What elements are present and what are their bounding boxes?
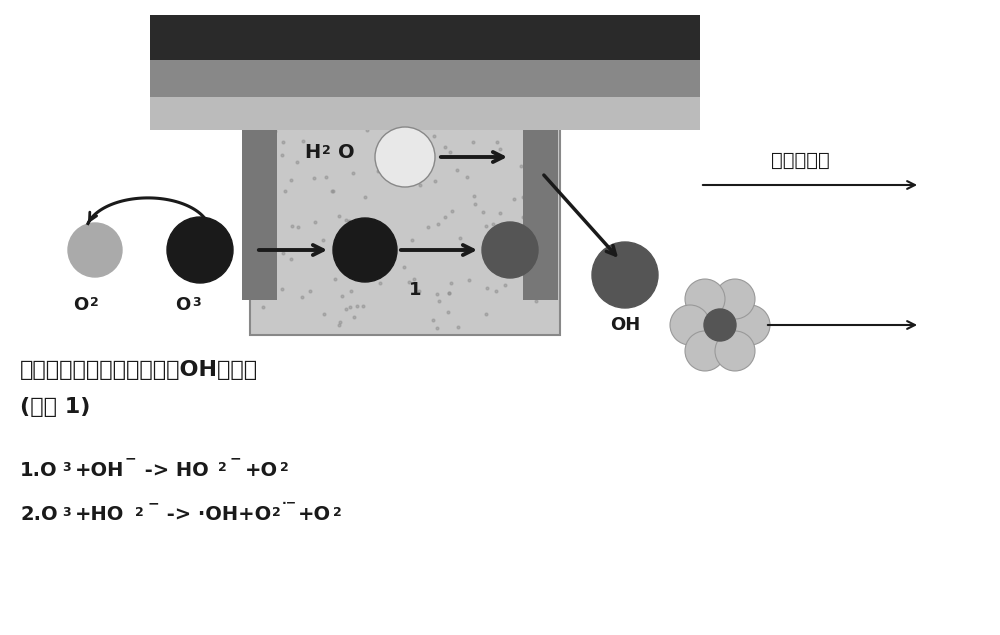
- Circle shape: [375, 127, 435, 187]
- Text: O: O: [175, 296, 190, 314]
- Text: 1: 1: [409, 281, 421, 299]
- Text: 2: 2: [322, 144, 331, 157]
- Circle shape: [167, 217, 233, 283]
- FancyBboxPatch shape: [150, 97, 700, 130]
- Circle shape: [68, 223, 122, 277]
- Circle shape: [592, 242, 658, 308]
- Text: 3: 3: [62, 506, 71, 519]
- Text: OH: OH: [610, 316, 640, 334]
- Text: 水中臭氧分解的过程中生成OH自由基: 水中臭氧分解的过程中生成OH自由基: [20, 360, 258, 380]
- Text: -> ·OH+O: -> ·OH+O: [160, 505, 271, 525]
- Text: -> HO: -> HO: [138, 460, 209, 479]
- Circle shape: [482, 222, 538, 278]
- Text: 1.O: 1.O: [20, 460, 58, 479]
- Text: 2: 2: [333, 506, 342, 519]
- Circle shape: [715, 331, 755, 371]
- Text: O: O: [73, 296, 88, 314]
- Circle shape: [730, 305, 770, 345]
- Text: 2: 2: [280, 461, 289, 474]
- Circle shape: [704, 309, 736, 341]
- Circle shape: [715, 279, 755, 319]
- FancyBboxPatch shape: [150, 15, 700, 60]
- Text: +OH: +OH: [75, 460, 124, 479]
- Text: +O: +O: [245, 460, 278, 479]
- Circle shape: [685, 279, 725, 319]
- Text: −: −: [148, 496, 160, 510]
- Text: 2: 2: [272, 506, 281, 519]
- Text: 2: 2: [90, 296, 99, 309]
- Text: −: −: [125, 451, 137, 465]
- FancyBboxPatch shape: [523, 125, 558, 300]
- Text: 2: 2: [135, 506, 144, 519]
- Text: 排出到大气: 排出到大气: [771, 150, 829, 170]
- Circle shape: [670, 305, 710, 345]
- FancyBboxPatch shape: [150, 60, 700, 97]
- Text: (反应 1): (反应 1): [20, 397, 90, 417]
- Text: +HO: +HO: [75, 505, 124, 525]
- Text: O: O: [338, 144, 355, 163]
- Text: −: −: [230, 451, 242, 465]
- Text: 3: 3: [62, 461, 71, 474]
- Text: H: H: [304, 144, 320, 163]
- Text: ·−: ·−: [282, 497, 297, 510]
- FancyBboxPatch shape: [242, 125, 277, 300]
- FancyBboxPatch shape: [250, 115, 560, 335]
- Circle shape: [685, 331, 725, 371]
- Text: 2.O: 2.O: [20, 505, 58, 525]
- Text: +O: +O: [298, 505, 331, 525]
- Text: 2: 2: [218, 461, 227, 474]
- Text: 3: 3: [192, 296, 201, 309]
- Circle shape: [333, 218, 397, 282]
